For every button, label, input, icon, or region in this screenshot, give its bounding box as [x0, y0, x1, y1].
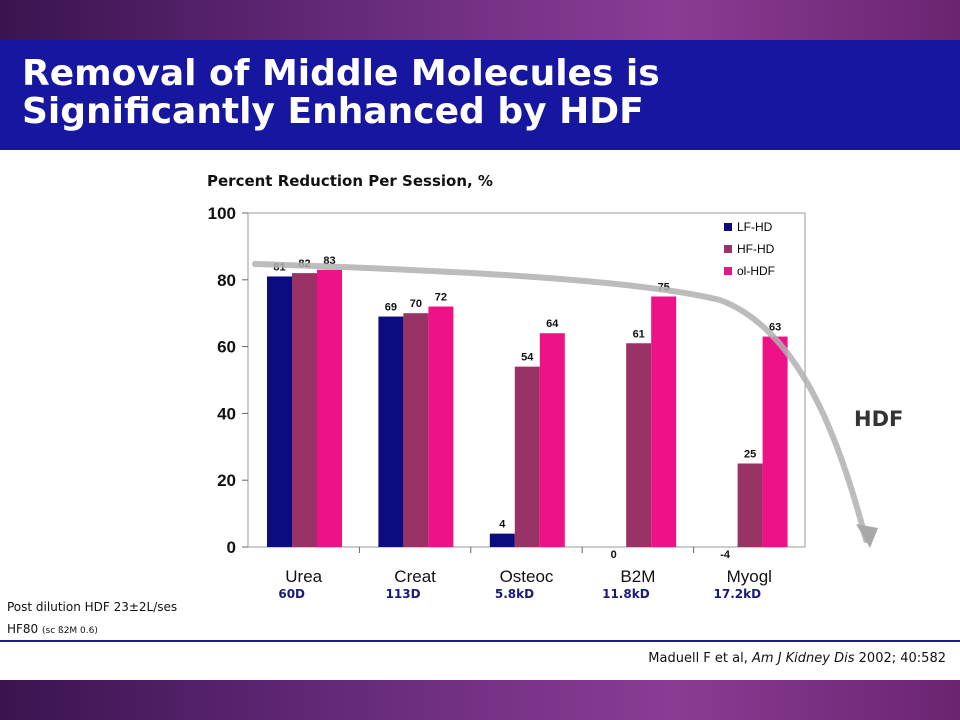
- legend-label: ol-HDF: [737, 264, 775, 278]
- bar-ol-hdf: [762, 336, 788, 547]
- citation-journal: Am J Kidney Dis: [752, 651, 855, 666]
- trend-arrow-head: [856, 524, 878, 548]
- bar-hf-hd: [403, 313, 429, 547]
- bar-lf-hd: [378, 316, 404, 547]
- legend-label: LF-HD: [737, 220, 773, 234]
- bar-ol-hdf: [317, 269, 342, 547]
- y-tick-label: 20: [217, 471, 236, 490]
- bar-value-label: 72: [435, 292, 447, 304]
- filter-note: HF80 (sc ß2M 0.6): [7, 622, 98, 636]
- bar-ol-hdf: [428, 306, 454, 547]
- slide-title-line-1: Removal of Middle Molecules is: [22, 53, 660, 94]
- bar-lf-hd: [489, 533, 515, 547]
- bar-lf-hd: [267, 276, 292, 547]
- x-category-label: Myogl: [727, 567, 772, 586]
- hdf-label: HDF: [854, 407, 904, 431]
- legend-item: HF-HD: [718, 238, 804, 260]
- divider-line: [0, 640, 960, 642]
- bar-value-label: 54: [521, 352, 534, 364]
- bar-value-label: -4: [720, 549, 731, 561]
- bar-ol-hdf: [651, 296, 677, 547]
- x-category-label: Creat: [394, 567, 436, 586]
- bar-hf-hd: [737, 463, 763, 547]
- filter-note-small: (sc ß2M 0.6): [42, 626, 98, 636]
- x-sublabel: 113D: [386, 587, 421, 601]
- slide-title-line-2: Significantly Enhanced by HDF: [22, 91, 644, 132]
- bar-value-label: 69: [385, 302, 397, 314]
- bar-value-label: 0: [611, 549, 617, 561]
- dilution-note: Post dilution HDF 23±2L/ses: [7, 600, 178, 614]
- bar-value-label: 63: [769, 322, 781, 334]
- citation: Maduell F et al, Am J Kidney Dis 2002; 4…: [648, 651, 946, 666]
- bar-value-label: 64: [546, 318, 559, 330]
- bar-hf-hd: [292, 273, 317, 547]
- bar-value-label: 4: [499, 519, 506, 531]
- x-sublabel: 60D: [278, 587, 305, 601]
- y-tick-label: 100: [208, 204, 236, 223]
- trend-arrow-curve: [252, 261, 869, 543]
- x-sublabel: 5.8kD: [495, 587, 534, 601]
- x-sublabel: 11.8kD: [602, 587, 650, 601]
- x-category-label: Osteoc: [500, 567, 554, 586]
- chart-legend: LF-HD HF-HD ol-HDF: [718, 216, 804, 282]
- citation-prefix: Maduell F et al,: [648, 651, 748, 666]
- legend-swatch: [724, 223, 732, 231]
- y-tick-label: 40: [217, 404, 236, 423]
- bar-hf-hd: [514, 366, 540, 547]
- slide-title: Removal of Middle Molecules is Significa…: [22, 55, 660, 131]
- y-tick-label: 60: [217, 338, 236, 357]
- legend-swatch: [724, 245, 732, 253]
- top-decorative-band: [0, 0, 960, 40]
- legend-swatch: [724, 267, 732, 275]
- y-tick-label: 80: [217, 271, 236, 290]
- y-tick-label: 0: [227, 538, 236, 557]
- x-sublabel: 17.2kD: [714, 587, 762, 601]
- bar-hf-hd: [626, 343, 652, 547]
- bar-value-label: 61: [633, 328, 645, 340]
- citation-suffix: 2002; 40:582: [858, 651, 946, 666]
- x-category-label: B2M: [620, 567, 655, 586]
- bar-value-label: 25: [744, 449, 756, 461]
- legend-label: HF-HD: [737, 242, 775, 256]
- legend-item: LF-HD: [718, 216, 804, 238]
- bar-value-label: 70: [410, 298, 422, 310]
- title-bar: [0, 40, 960, 150]
- legend-item: ol-HDF: [718, 260, 804, 282]
- filter-note-main: HF80: [7, 622, 39, 636]
- bar-ol-hdf: [539, 333, 565, 547]
- x-category-label: Urea: [285, 567, 322, 586]
- chart-title: Percent Reduction Per Session, %: [207, 172, 493, 190]
- bottom-decorative-band: [0, 680, 960, 720]
